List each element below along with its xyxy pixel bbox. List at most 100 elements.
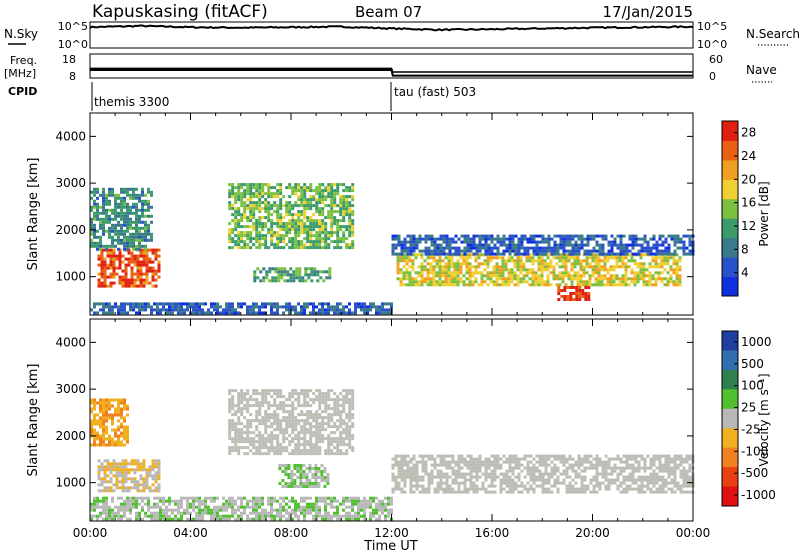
power-cell-2-191 xyxy=(261,234,265,238)
power-cell-6-176 xyxy=(490,246,494,250)
power-cell-2-42 xyxy=(234,240,238,244)
power-cell-3-82 xyxy=(328,267,332,271)
power-cell-2-528 xyxy=(327,189,331,193)
power-cell-6-422 xyxy=(634,234,638,238)
power-cell-1-63 xyxy=(102,211,105,215)
velocity-cell-0-19 xyxy=(103,474,107,478)
velocity-cell-4-565 xyxy=(387,496,390,500)
power-cell-4-112 xyxy=(198,302,201,306)
power-cell-4-159 xyxy=(246,311,249,315)
power-cell-2-420 xyxy=(306,231,310,235)
power-cell-6-404 xyxy=(622,243,626,247)
power-cell-6-216 xyxy=(514,234,518,238)
velocity-cell-2-262 xyxy=(279,401,283,405)
power-cell-0-172 xyxy=(151,269,155,273)
velocity-cell-5-55 xyxy=(406,475,410,479)
velocity-cell-2-356 xyxy=(297,434,301,438)
velocity-cell-2-47 xyxy=(237,395,241,399)
power-cell-2-55 xyxy=(237,225,241,229)
power-cell-5-687 xyxy=(651,259,655,263)
power-cell-2-310 xyxy=(288,195,292,199)
velocity-cell-2-151 xyxy=(258,410,262,414)
velocity-cell-5-378 xyxy=(511,487,515,491)
power-cell-2-473 xyxy=(315,246,319,250)
velocity-cell-4-90 xyxy=(135,514,138,518)
power-cell-6-396 xyxy=(619,234,623,238)
velocity-cell-5-43 xyxy=(403,472,407,476)
velocity-cell-4-261 xyxy=(225,517,228,521)
velocity-cell-3-47 xyxy=(302,476,306,479)
power-cell-2-269 xyxy=(279,186,283,190)
power-cell-6-497 xyxy=(682,243,686,247)
velocity-cell-4-47 xyxy=(114,505,117,509)
velocity-cell-4-360 xyxy=(279,496,282,500)
power-cell-4-142 xyxy=(228,305,231,309)
power-cell-5-336 xyxy=(519,256,523,260)
power-cell-5-288 xyxy=(501,262,505,266)
power-cell-6-443 xyxy=(646,249,650,253)
power-cell-2-240 xyxy=(273,192,277,196)
velocity-cell-4-274 xyxy=(231,514,234,518)
power-cell-2-104 xyxy=(246,231,250,235)
velocity-cell-0-156 xyxy=(154,486,158,490)
power-cell-5-671 xyxy=(642,280,646,284)
power-cell-1-108 xyxy=(111,241,114,245)
velocity-cell-5-347 xyxy=(502,487,506,491)
velocity-cell-2-342 xyxy=(294,437,298,441)
velocity-cell-2-283 xyxy=(282,434,286,438)
velocity-cell-2-420 xyxy=(309,431,313,435)
power-cell-5-605 xyxy=(618,259,622,263)
velocity-cell-2-263 xyxy=(279,404,283,408)
power-cell-5-698 xyxy=(654,277,658,281)
power-cell-6-329 xyxy=(574,249,578,253)
power-cell-1-93 xyxy=(108,229,111,233)
velocity-cell-2-419 xyxy=(309,428,313,432)
velocity-cell-2-31 xyxy=(231,449,235,453)
velocity-cell-3-69 xyxy=(314,470,318,473)
power-cell-2-556 xyxy=(330,231,334,235)
power-cell-5-297 xyxy=(504,262,508,266)
power-cell-2-300 xyxy=(285,210,289,214)
velocity-cell-2-571 xyxy=(339,419,343,423)
power-cell-1-56 xyxy=(102,190,105,194)
power-cell-1-123 xyxy=(114,238,117,242)
velocity-cell-5-76 xyxy=(412,490,416,494)
velocity-cell-2-315 xyxy=(291,392,295,396)
velocity-cell-5-108 xyxy=(424,469,428,473)
cpid-band: CPID themis 3300 tau (fast) 503 xyxy=(8,82,476,111)
power-cell-5-50 xyxy=(414,253,418,257)
velocity-cell-4-87 xyxy=(135,502,138,506)
power-cell-5-73 xyxy=(423,265,427,269)
power-cell-5-575 xyxy=(606,271,610,275)
velocity-cell-2-293 xyxy=(285,422,289,426)
velocity-cell-4-437 xyxy=(318,511,321,515)
power-cell-2-389 xyxy=(300,243,304,247)
power-cell-6-217 xyxy=(514,243,518,247)
velocity-cell-4-170 xyxy=(180,499,183,503)
power-cell-5-636 xyxy=(630,259,634,263)
power-cell-5-16 xyxy=(402,253,406,257)
power-cell-5-512 xyxy=(585,262,589,266)
power-cell-6-71 xyxy=(433,237,437,241)
power-cell-5-347 xyxy=(522,268,526,272)
power-cell-2-318 xyxy=(288,225,292,229)
power-cell-6-372 xyxy=(601,246,605,250)
power-cell-6-173 xyxy=(490,234,494,238)
velocity-cell-4-525 xyxy=(363,514,366,518)
velocity-cell-2-2 xyxy=(228,398,232,402)
power-cell-2-624 xyxy=(345,204,349,208)
velocity-cell-2-105 xyxy=(246,440,250,444)
velocity-cell-5-96 xyxy=(421,463,425,467)
power-cell-4-106 xyxy=(192,308,195,312)
power-cell-5-208 xyxy=(468,268,472,272)
velocity-cell-4-74 xyxy=(129,496,132,500)
power-cell-4-102 xyxy=(189,305,192,309)
power-cell-2-330 xyxy=(291,216,295,220)
power-cell-5-334 xyxy=(516,280,520,284)
power-cell-6-51 xyxy=(418,249,422,253)
velocity-cell-2-497 xyxy=(324,410,328,414)
power-cell-2-381 xyxy=(300,210,304,214)
power-cell-5-581 xyxy=(609,265,613,269)
power-cell-6-386 xyxy=(610,249,614,253)
power-cell-6-103 xyxy=(448,246,452,250)
